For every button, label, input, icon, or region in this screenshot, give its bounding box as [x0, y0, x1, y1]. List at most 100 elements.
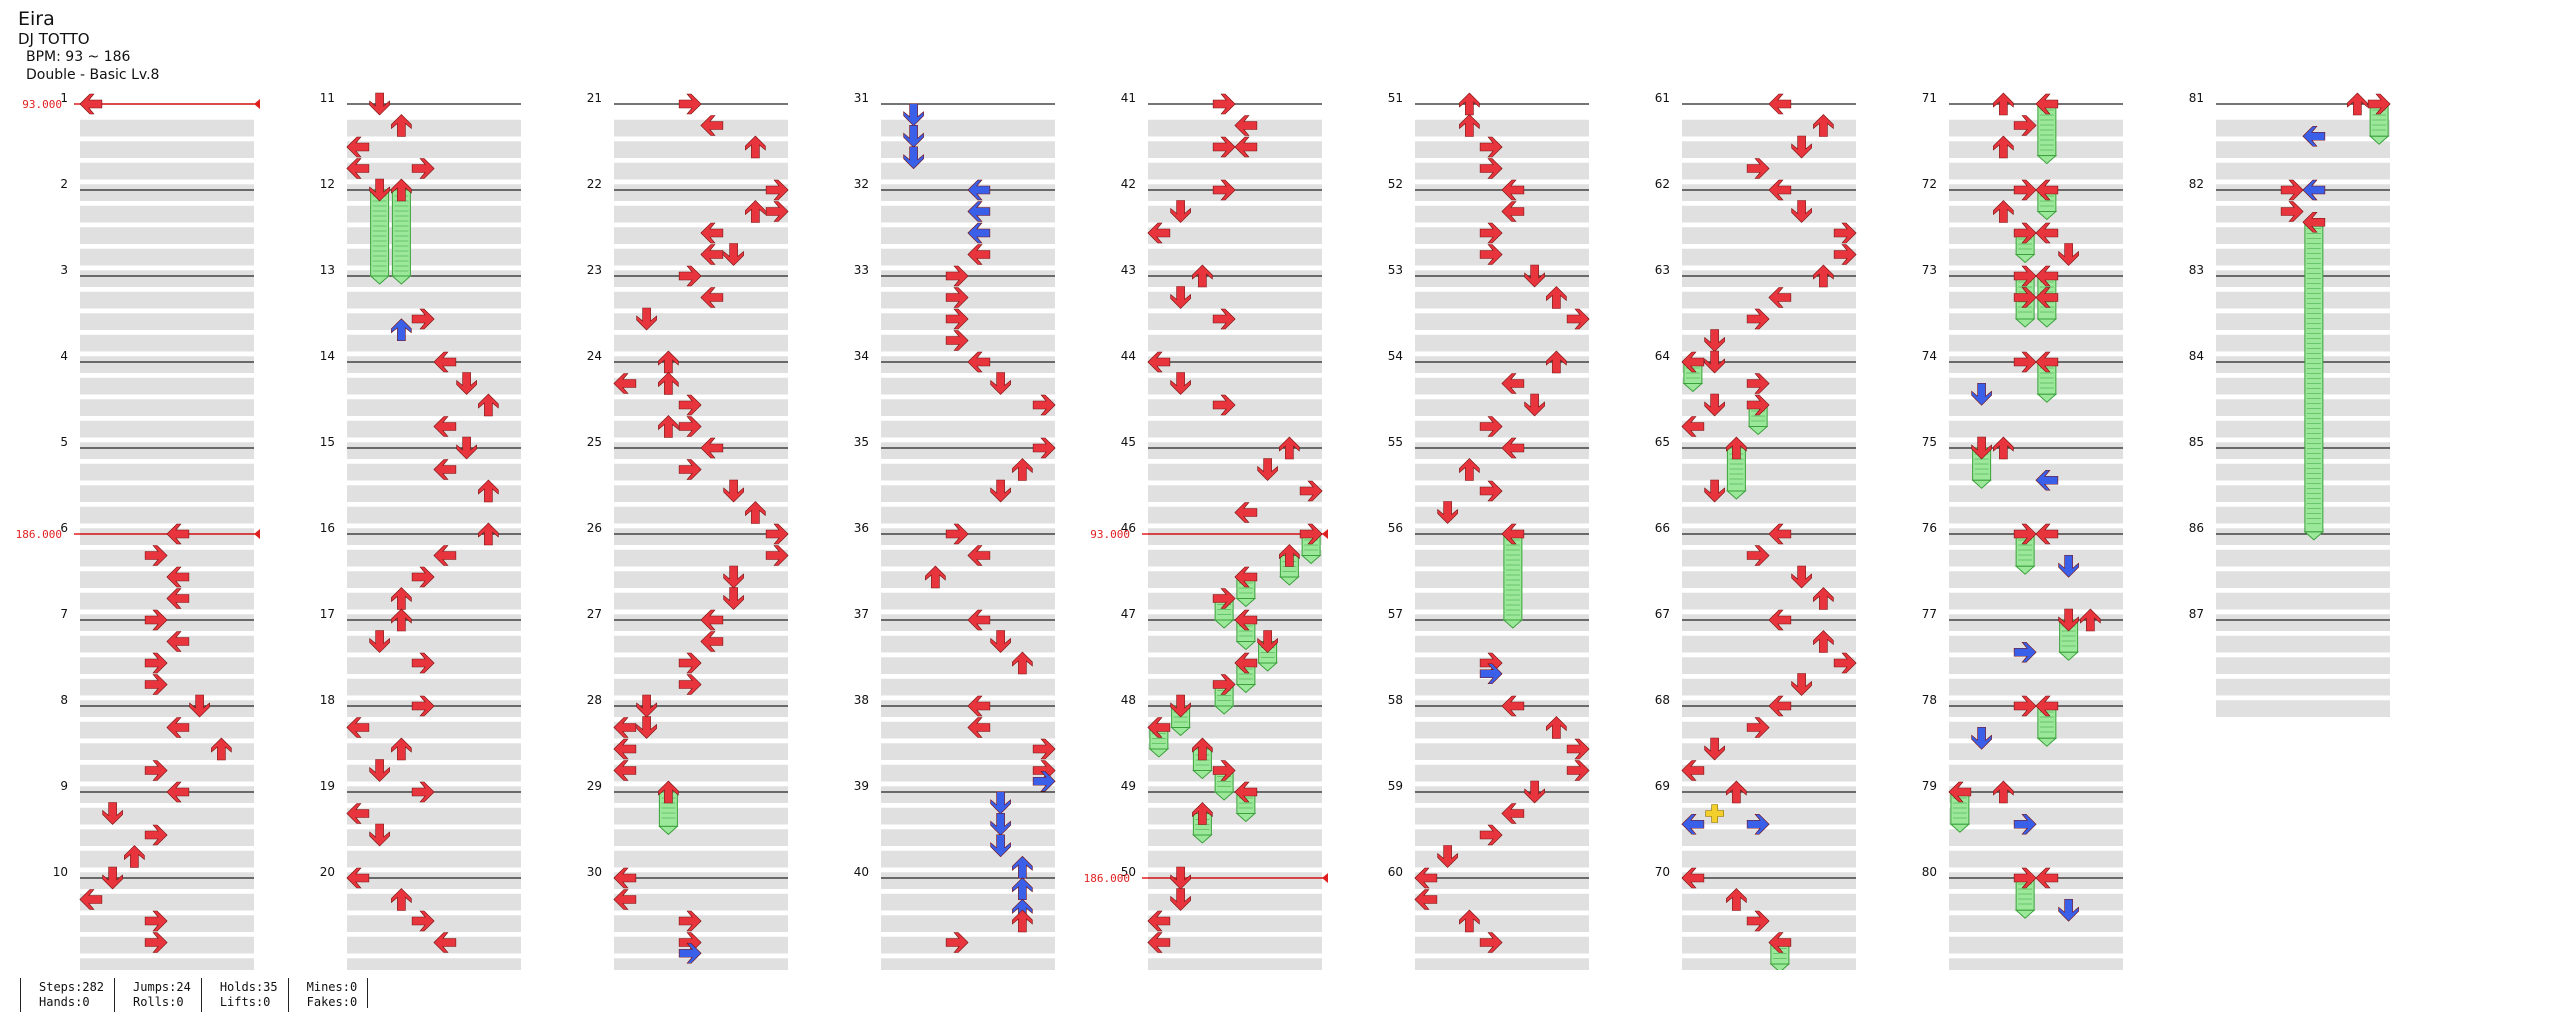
tap-arrow-icon [945, 330, 969, 351]
tap-arrow-icon [678, 674, 702, 695]
tap-arrow-icon [1566, 738, 1590, 760]
beat-band [1148, 227, 1322, 244]
hold-body [2304, 221, 2324, 533]
measure-number: 53 [1388, 263, 1403, 277]
tap-arrow-icon [1833, 222, 1857, 244]
tap-arrow-icon [1704, 393, 1725, 417]
beat-band [1415, 506, 1589, 524]
beat-band [347, 119, 521, 137]
arrow-shape [1459, 92, 1480, 116]
beat-band [1682, 678, 1856, 696]
beat-band [1949, 786, 2123, 803]
arrow-shape [1971, 726, 1992, 750]
arrow-shape [745, 135, 766, 159]
measure-number: 62 [1655, 177, 1670, 191]
tap-arrow-icon [1234, 115, 1258, 136]
arrow-shape [967, 179, 991, 201]
tap-arrow-icon [700, 631, 724, 652]
hold-head-arrow-icon [2013, 222, 2037, 244]
beat-band [1949, 592, 2123, 610]
measure-number: 73 [1922, 263, 1937, 277]
beat-band [347, 721, 521, 739]
beat-band [80, 657, 254, 674]
arrow-shape [1524, 393, 1545, 417]
arrow-shape [1479, 932, 1503, 953]
arrow-shape [1704, 479, 1725, 503]
arrow-shape [1791, 565, 1812, 589]
arrow-shape [369, 630, 390, 653]
hold-head-arrow-icon [1212, 674, 1236, 695]
arrow-shape [411, 308, 435, 330]
tap-arrow-icon [1726, 888, 1747, 911]
beat-band [881, 227, 1055, 244]
arrow-shape [1212, 308, 1236, 330]
arrow-shape [1813, 630, 1834, 653]
tap-arrow-icon [1212, 394, 1236, 416]
beat-band [1949, 764, 2123, 782]
hold-head-arrow-icon [1234, 652, 1258, 674]
arrow-shape [2035, 523, 2059, 545]
tap-arrow-icon [1479, 824, 1503, 846]
beat-band [1682, 442, 1856, 459]
arrow-shape [456, 436, 477, 460]
beat-band [80, 958, 254, 970]
tap-arrow-icon [700, 287, 724, 308]
arrow-shape [144, 760, 168, 781]
arrow-shape [411, 158, 435, 179]
arrow-shape [1234, 652, 1258, 674]
tap-arrow-icon [1768, 609, 1792, 631]
beat-band [881, 463, 1055, 481]
beat-band [1949, 549, 2123, 567]
beat-band [881, 528, 1055, 545]
hold-tail [391, 275, 412, 285]
arrow-shape [1768, 287, 1792, 308]
beat-band [1682, 764, 1856, 782]
hold-head-arrow-icon [1234, 609, 1258, 631]
tap-arrow-icon [411, 566, 435, 588]
beat-band [614, 936, 788, 954]
beat-band [1682, 635, 1856, 653]
arrow-shape [1746, 373, 1770, 394]
hold-head-arrow-icon [2035, 695, 2059, 717]
hold-tail [1235, 684, 1257, 694]
measure-number: 65 [1655, 435, 1670, 449]
arrow-shape [1524, 780, 1545, 804]
hold-tail [1192, 834, 1213, 844]
tap-arrow-icon [1501, 695, 1525, 717]
arrow-shape [1479, 824, 1503, 846]
tap-arrow-icon [678, 459, 702, 480]
arrow-shape [1257, 458, 1278, 481]
beat-band [881, 657, 1055, 674]
beat-band [614, 227, 788, 244]
measure-number: 35 [854, 435, 869, 449]
tap-arrow-icon [1768, 179, 1792, 201]
hold-tail [1213, 791, 1235, 801]
tap-arrow-icon [678, 416, 702, 437]
tap-arrow-icon [124, 845, 145, 868]
beat-band [1415, 420, 1589, 438]
beat-band [1682, 936, 1856, 954]
bpm-change-marker [254, 529, 260, 539]
beat-band [881, 786, 1055, 803]
arrow-shape [346, 867, 370, 889]
beat-band [1415, 807, 1589, 825]
tap-arrow-icon [1746, 373, 1770, 394]
arrow-shape [1459, 909, 1480, 933]
arrow-shape [678, 910, 702, 932]
beat-band [1682, 893, 1856, 911]
beat-band [80, 291, 254, 309]
arrow-shape [102, 866, 123, 890]
arrow-shape [1768, 179, 1792, 201]
hold-tail [1747, 426, 1769, 436]
offbeat-arrow-icon [990, 834, 1011, 858]
beat-band [881, 270, 1055, 287]
arrow-shape [1566, 760, 1590, 781]
measure-number: 23 [587, 263, 602, 277]
beat-band [614, 786, 788, 803]
stat-bottom: Rolls:0 [133, 995, 184, 1009]
tap-arrow-icon [678, 265, 702, 287]
beat-band [1148, 571, 1322, 588]
tap-arrow-icon [945, 308, 969, 330]
tap-arrow-icon [411, 695, 435, 717]
arrow-shape [1212, 674, 1236, 695]
